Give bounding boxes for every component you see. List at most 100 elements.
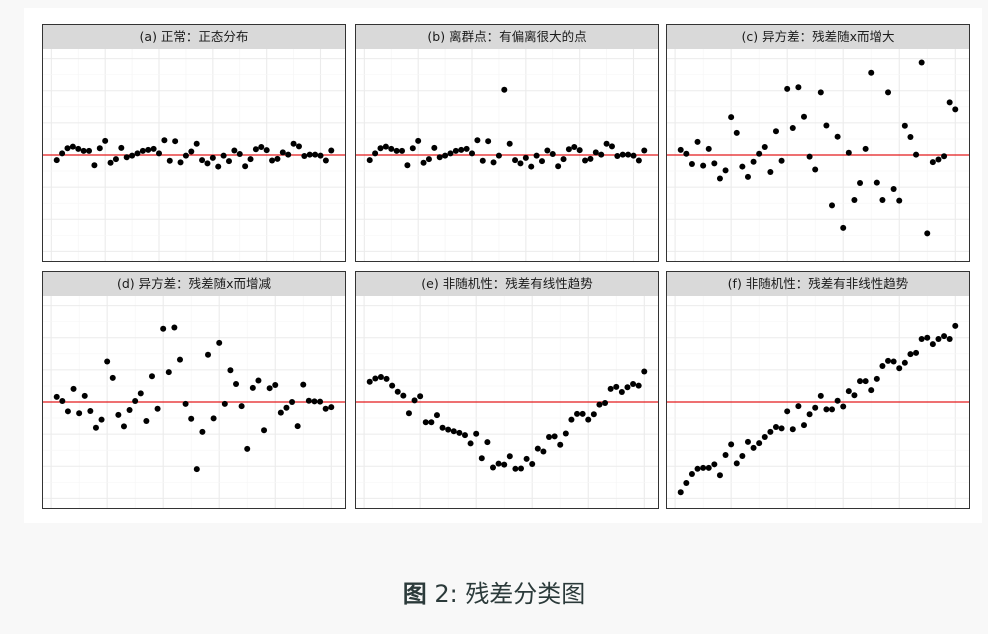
data-point — [193, 466, 200, 473]
data-point — [840, 403, 847, 410]
data-point — [772, 424, 779, 431]
scatter-plot — [667, 49, 969, 261]
data-point — [87, 407, 94, 414]
data-point — [75, 145, 82, 152]
data-point — [952, 106, 959, 113]
data-point — [739, 452, 746, 459]
data-point — [176, 356, 183, 363]
data-point — [913, 349, 920, 356]
data-point — [829, 202, 836, 209]
data-point — [834, 397, 841, 404]
data-point — [289, 399, 296, 405]
data-point — [571, 143, 578, 150]
data-point — [405, 410, 412, 417]
data-point — [716, 175, 723, 182]
data-point — [907, 351, 914, 358]
data-point — [918, 59, 925, 66]
data-point — [91, 162, 98, 169]
data-point — [445, 426, 452, 433]
data-point — [322, 157, 329, 164]
data-point — [126, 407, 133, 414]
plot-area — [666, 296, 970, 509]
data-point — [393, 147, 400, 154]
data-point — [160, 325, 167, 332]
data-point — [458, 146, 465, 153]
data-point — [834, 133, 841, 140]
data-point — [474, 137, 481, 144]
data-point — [557, 441, 564, 448]
data-point — [422, 419, 429, 426]
facet-title: (b) 离群点：有偏离很大的点 — [355, 24, 659, 50]
data-point — [896, 197, 903, 204]
data-point — [635, 157, 642, 164]
data-point — [485, 138, 492, 145]
data-point — [205, 351, 212, 358]
data-point — [274, 155, 281, 162]
data-point — [551, 433, 558, 440]
data-point — [442, 152, 449, 159]
data-point — [188, 148, 195, 155]
data-point — [728, 441, 735, 448]
data-point — [123, 154, 130, 161]
data-point — [372, 375, 379, 382]
data-point — [523, 455, 530, 462]
data-point — [890, 358, 897, 365]
data-point — [795, 403, 802, 410]
data-point — [86, 147, 93, 154]
data-point — [772, 128, 779, 135]
data-point — [728, 114, 735, 121]
scatter-plot — [43, 296, 345, 508]
data-point — [574, 410, 581, 417]
data-point — [546, 434, 553, 441]
data-point — [784, 85, 791, 92]
data-point — [576, 147, 583, 154]
data-point — [263, 147, 270, 154]
data-point — [614, 152, 621, 159]
data-point — [929, 341, 936, 348]
data-point — [700, 464, 707, 471]
data-point — [879, 196, 886, 203]
data-point — [231, 147, 238, 154]
data-point — [69, 143, 76, 150]
data-point — [635, 382, 642, 389]
facet-title: (f) 非随机性：残差有非线性趋势 — [666, 271, 970, 297]
data-point — [425, 156, 432, 163]
data-point — [210, 415, 217, 422]
data-point — [677, 146, 684, 153]
plot-area — [355, 296, 659, 509]
data-point — [199, 428, 206, 435]
data-point — [590, 411, 597, 418]
caption-text: 2: 残差分类图 — [434, 580, 586, 608]
data-point — [784, 408, 791, 415]
data-point — [596, 401, 603, 408]
data-point — [92, 424, 99, 431]
data-point — [388, 145, 395, 152]
data-point — [512, 157, 519, 164]
data-point — [812, 166, 819, 173]
data-point — [851, 196, 858, 203]
data-point — [694, 138, 701, 145]
data-point — [129, 152, 136, 159]
data-point — [242, 163, 249, 170]
data-point — [372, 150, 379, 157]
data-point — [377, 373, 384, 380]
data-point — [806, 153, 813, 160]
data-point — [817, 89, 824, 96]
data-point — [722, 167, 729, 174]
data-point — [873, 179, 880, 186]
data-point — [107, 159, 114, 166]
data-point — [80, 147, 87, 154]
plot-area — [666, 49, 970, 262]
data-point — [244, 445, 251, 452]
data-point — [64, 145, 71, 152]
data-point — [941, 153, 948, 160]
data-point — [565, 146, 572, 153]
data-point — [252, 146, 259, 153]
data-point — [501, 461, 508, 468]
data-point — [137, 390, 144, 397]
data-point — [145, 146, 152, 153]
data-point — [394, 388, 401, 395]
data-point — [592, 149, 599, 156]
data-point — [918, 336, 925, 343]
data-point — [112, 156, 119, 163]
